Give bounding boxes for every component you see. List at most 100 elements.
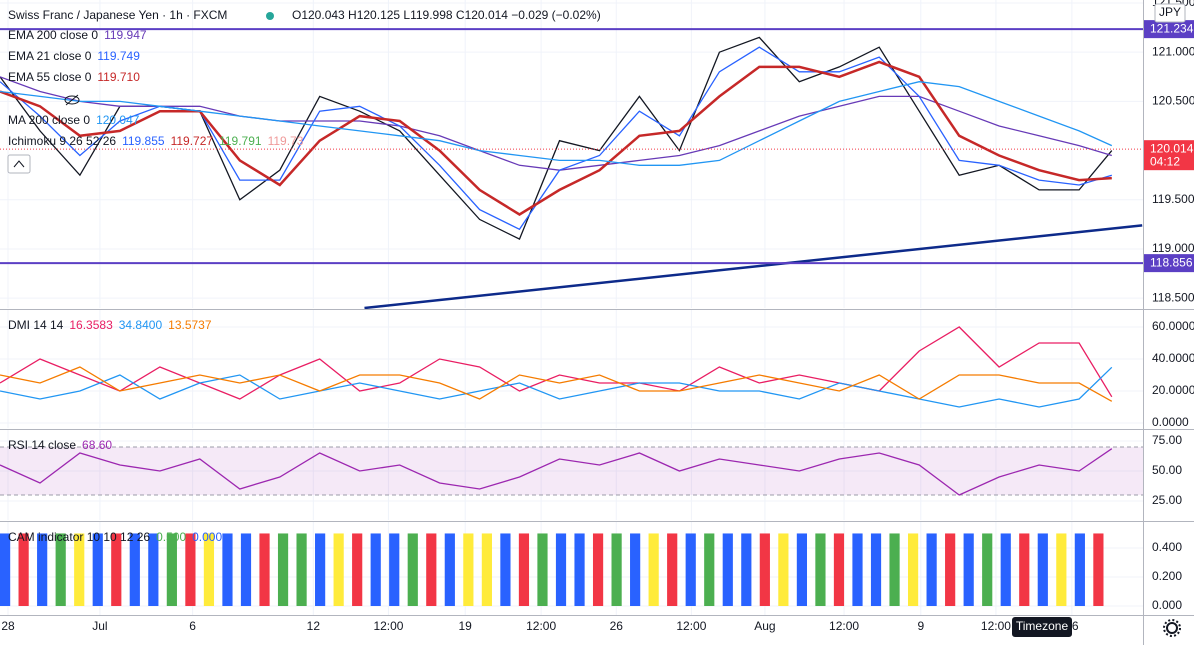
- y-tick-label: 120.500: [1152, 94, 1194, 108]
- x-tick-label: 9: [917, 619, 924, 633]
- cam-bar: [574, 533, 585, 607]
- cam-bar: [259, 533, 270, 607]
- y-tick-label: 0.000: [1152, 598, 1182, 612]
- bar-countdown: 04:12: [1150, 154, 1180, 168]
- cam-bar: [870, 533, 882, 607]
- marks: [0, 28, 1143, 607]
- y-tick-label: 25.00: [1152, 493, 1182, 507]
- cam-bar: [74, 533, 85, 607]
- cam-bar: [518, 533, 530, 607]
- cam-bar: [945, 533, 956, 607]
- cam-bar: [352, 533, 363, 607]
- cam-bar: [592, 533, 604, 607]
- timezone-label[interactable]: Timezone: [1016, 619, 1069, 633]
- cam-bar: [1074, 533, 1085, 607]
- y-tick-label: 20.0000: [1152, 383, 1194, 397]
- cam-bar: [1093, 533, 1104, 607]
- cam-bar: [296, 533, 307, 607]
- series-line: [0, 366, 1113, 402]
- hline-price-box: [1144, 20, 1194, 39]
- cam-bar: [815, 533, 826, 607]
- y-tick-label: 40.0000: [1152, 351, 1194, 365]
- legend-name: CAM indicator 10 10 12 26: [8, 530, 150, 544]
- last-price-label: 120.014: [1150, 141, 1194, 155]
- y-tick-label: 118.500: [1152, 290, 1194, 304]
- cam-bar: [667, 533, 678, 607]
- x-tick-label: 12: [307, 619, 321, 633]
- x-tick-label: 12:00: [829, 619, 859, 633]
- series-line: [0, 448, 1113, 496]
- y-tick-label: 121.000: [1152, 44, 1194, 58]
- cam-bar: [426, 533, 437, 607]
- trend-line: [364, 224, 1143, 310]
- cam-bar: [982, 533, 993, 607]
- cam-bar: [741, 533, 752, 607]
- cam-bar: [852, 533, 863, 607]
- x-tick-label: 6: [189, 619, 196, 633]
- cam-bar: [685, 533, 696, 607]
- hline-price-label: 121.234: [1150, 21, 1194, 35]
- cam-bar: [315, 533, 326, 607]
- legend-value: 34.8400: [119, 318, 163, 332]
- cam-bar: [203, 533, 215, 607]
- hline-price-label: 118.856: [1150, 255, 1193, 269]
- legend-value: 119.73: [268, 134, 304, 148]
- cam-bar: [407, 533, 418, 607]
- legend-name: DMI 14 14: [8, 318, 64, 332]
- settings-icon[interactable]: [1163, 619, 1181, 637]
- cam-bar: [463, 533, 474, 607]
- cam-bar: [18, 533, 29, 607]
- cam-bar: [55, 533, 66, 607]
- cam-bar: [648, 533, 659, 607]
- timezone-tooltip[interactable]: [1012, 617, 1072, 637]
- legend-value: 16.3583: [69, 318, 113, 332]
- ohlc: O120.043 H120.125 L119.998 C120.014 −0.0…: [292, 8, 601, 22]
- cam-bar: [148, 533, 159, 607]
- legend-value: 119.947: [104, 28, 147, 42]
- legend-value: 0.500: [156, 530, 186, 544]
- x-tick-label: 12:00: [676, 619, 706, 633]
- cam-bar: [481, 533, 492, 607]
- x-tick-label: Aug: [754, 619, 775, 633]
- legend-value: 119.855: [122, 134, 165, 148]
- x-tick-label: 12:00: [526, 619, 556, 633]
- hline-price-box: [1144, 254, 1194, 273]
- legend-name: Ichimoku 9 26 52 26: [8, 134, 116, 148]
- cam-bar: [185, 533, 196, 607]
- cam-bar: [796, 533, 808, 607]
- cam-bar: [889, 533, 900, 607]
- cam-bar: [722, 533, 733, 607]
- symbol-title: Swiss Franc / Japanese Yen · 1h · FXCM: [8, 8, 227, 22]
- currency[interactable]: JPY: [1159, 5, 1181, 19]
- grid: [0, 0, 1143, 615]
- cam-bar: [1037, 533, 1048, 607]
- cam-bar: [37, 533, 48, 607]
- y-tick-label: 0.0000: [1152, 415, 1189, 429]
- cam-bar: [907, 533, 919, 607]
- series-line: [0, 60, 1112, 216]
- y-tick-label: 119.500: [1152, 192, 1194, 206]
- cam-bar: [0, 533, 11, 607]
- collapse-legend[interactable]: [7, 154, 31, 174]
- cam-bar: [444, 533, 455, 607]
- cam-bar: [277, 533, 289, 607]
- x-tick-label: 28: [1, 619, 15, 633]
- hide-icon[interactable]: [64, 94, 80, 106]
- cam-bar: [129, 533, 140, 607]
- y-tick-label: 75.00: [1152, 433, 1182, 447]
- x-tick-label: 26: [610, 619, 624, 633]
- cam-bar: [926, 533, 937, 607]
- last-price-box: [1144, 140, 1194, 171]
- cam-bar: [630, 533, 641, 607]
- cam-bar: [1000, 533, 1011, 607]
- cam-bar: [370, 533, 381, 607]
- cam-bar: [611, 533, 622, 607]
- cam-bar: [240, 533, 252, 607]
- cam-bar: [166, 533, 177, 607]
- cam-bar: [555, 533, 567, 607]
- legend-value: 119.791: [219, 134, 262, 148]
- legend-value: 0.000: [192, 530, 222, 544]
- legend-name: EMA 55 close 0: [8, 70, 92, 84]
- x-tick-label: 12:00: [981, 619, 1011, 633]
- currency-box[interactable]: [1154, 3, 1186, 23]
